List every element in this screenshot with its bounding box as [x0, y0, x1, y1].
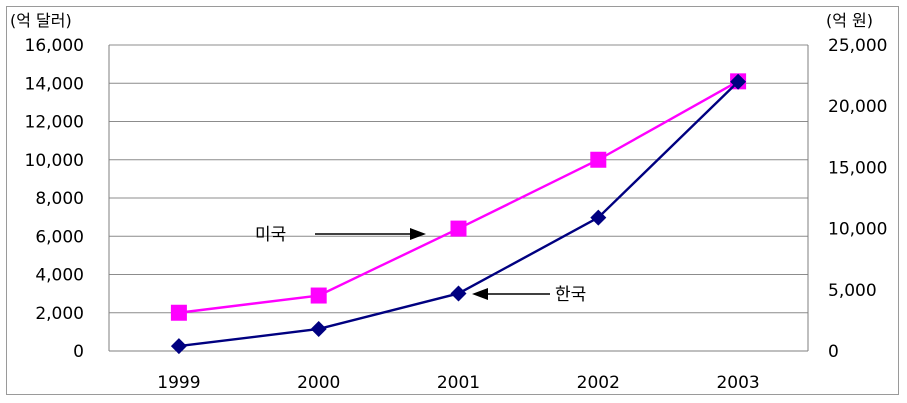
- annotation-korea-label: 한국: [555, 285, 586, 305]
- left-axis-tick-label: 8,000: [35, 189, 84, 209]
- right-axis-tick-label: 10,000: [828, 220, 887, 240]
- left-axis-tick-label: 4,000: [35, 266, 84, 286]
- data-point-marker: [450, 285, 467, 302]
- left-axis-tick-label: 16,000: [25, 36, 84, 56]
- x-axis-tick-label: 2000: [297, 373, 340, 393]
- data-point-marker: [730, 73, 747, 90]
- right-axis-unit-label: (억 원): [826, 11, 873, 30]
- left-axis-tick-label: 14,000: [25, 74, 84, 94]
- x-axis-tick-label: 1999: [157, 373, 200, 393]
- series-line: [178, 80, 739, 314]
- annotation-usa-label: 미국: [255, 225, 286, 245]
- left-axis-tick-label: 6,000: [35, 227, 84, 247]
- gridlines: [109, 44, 808, 314]
- series-layer: [170, 73, 747, 355]
- x-axis-tick-label: 2001: [437, 373, 480, 393]
- left-axis-tick-label: 0: [73, 342, 84, 362]
- right-axis-tick-label: 5,000: [828, 281, 877, 301]
- right-axis-tick-label: 15,000: [828, 158, 887, 178]
- data-point-marker: [170, 338, 187, 355]
- left-axis-tick-label: 12,000: [25, 113, 84, 133]
- chart-frame: [6, 6, 899, 395]
- x-axis-tick-label: 2003: [716, 373, 759, 393]
- right-axis-tick-label: 20,000: [828, 97, 887, 117]
- right-axis-tick-label: 0: [828, 342, 839, 362]
- right-axis-ticks: 0 5,000 10,000 15,000 20,000 25,000: [828, 36, 887, 362]
- annotation-korea: 한국: [472, 285, 586, 305]
- annotation-usa: 미국: [255, 225, 426, 245]
- data-point-marker: [590, 209, 607, 226]
- x-axis-tick-label: 2002: [577, 373, 620, 393]
- left-axis-tick-label: 10,000: [25, 151, 84, 171]
- data-point-marker: [310, 287, 327, 304]
- annotation-usa-arrowhead: [410, 228, 426, 240]
- data-point-marker: [310, 320, 327, 337]
- left-axis-unit-label: (억 달러): [10, 11, 72, 30]
- left-axis-tick-label: 2,000: [35, 304, 84, 324]
- left-axis-ticks: 0 2,000 4,000 6,000 8,000 10,000 12,000 14,000 1…: [25, 36, 84, 362]
- data-point-marker: [450, 220, 467, 237]
- annotation-korea-arrowhead: [472, 288, 488, 300]
- data-point-marker: [170, 304, 187, 321]
- x-axis-ticks: 1999 2000 2001 2002 2003: [157, 373, 759, 393]
- right-axis-tick-label: 25,000: [828, 36, 887, 56]
- data-point-marker: [590, 151, 607, 168]
